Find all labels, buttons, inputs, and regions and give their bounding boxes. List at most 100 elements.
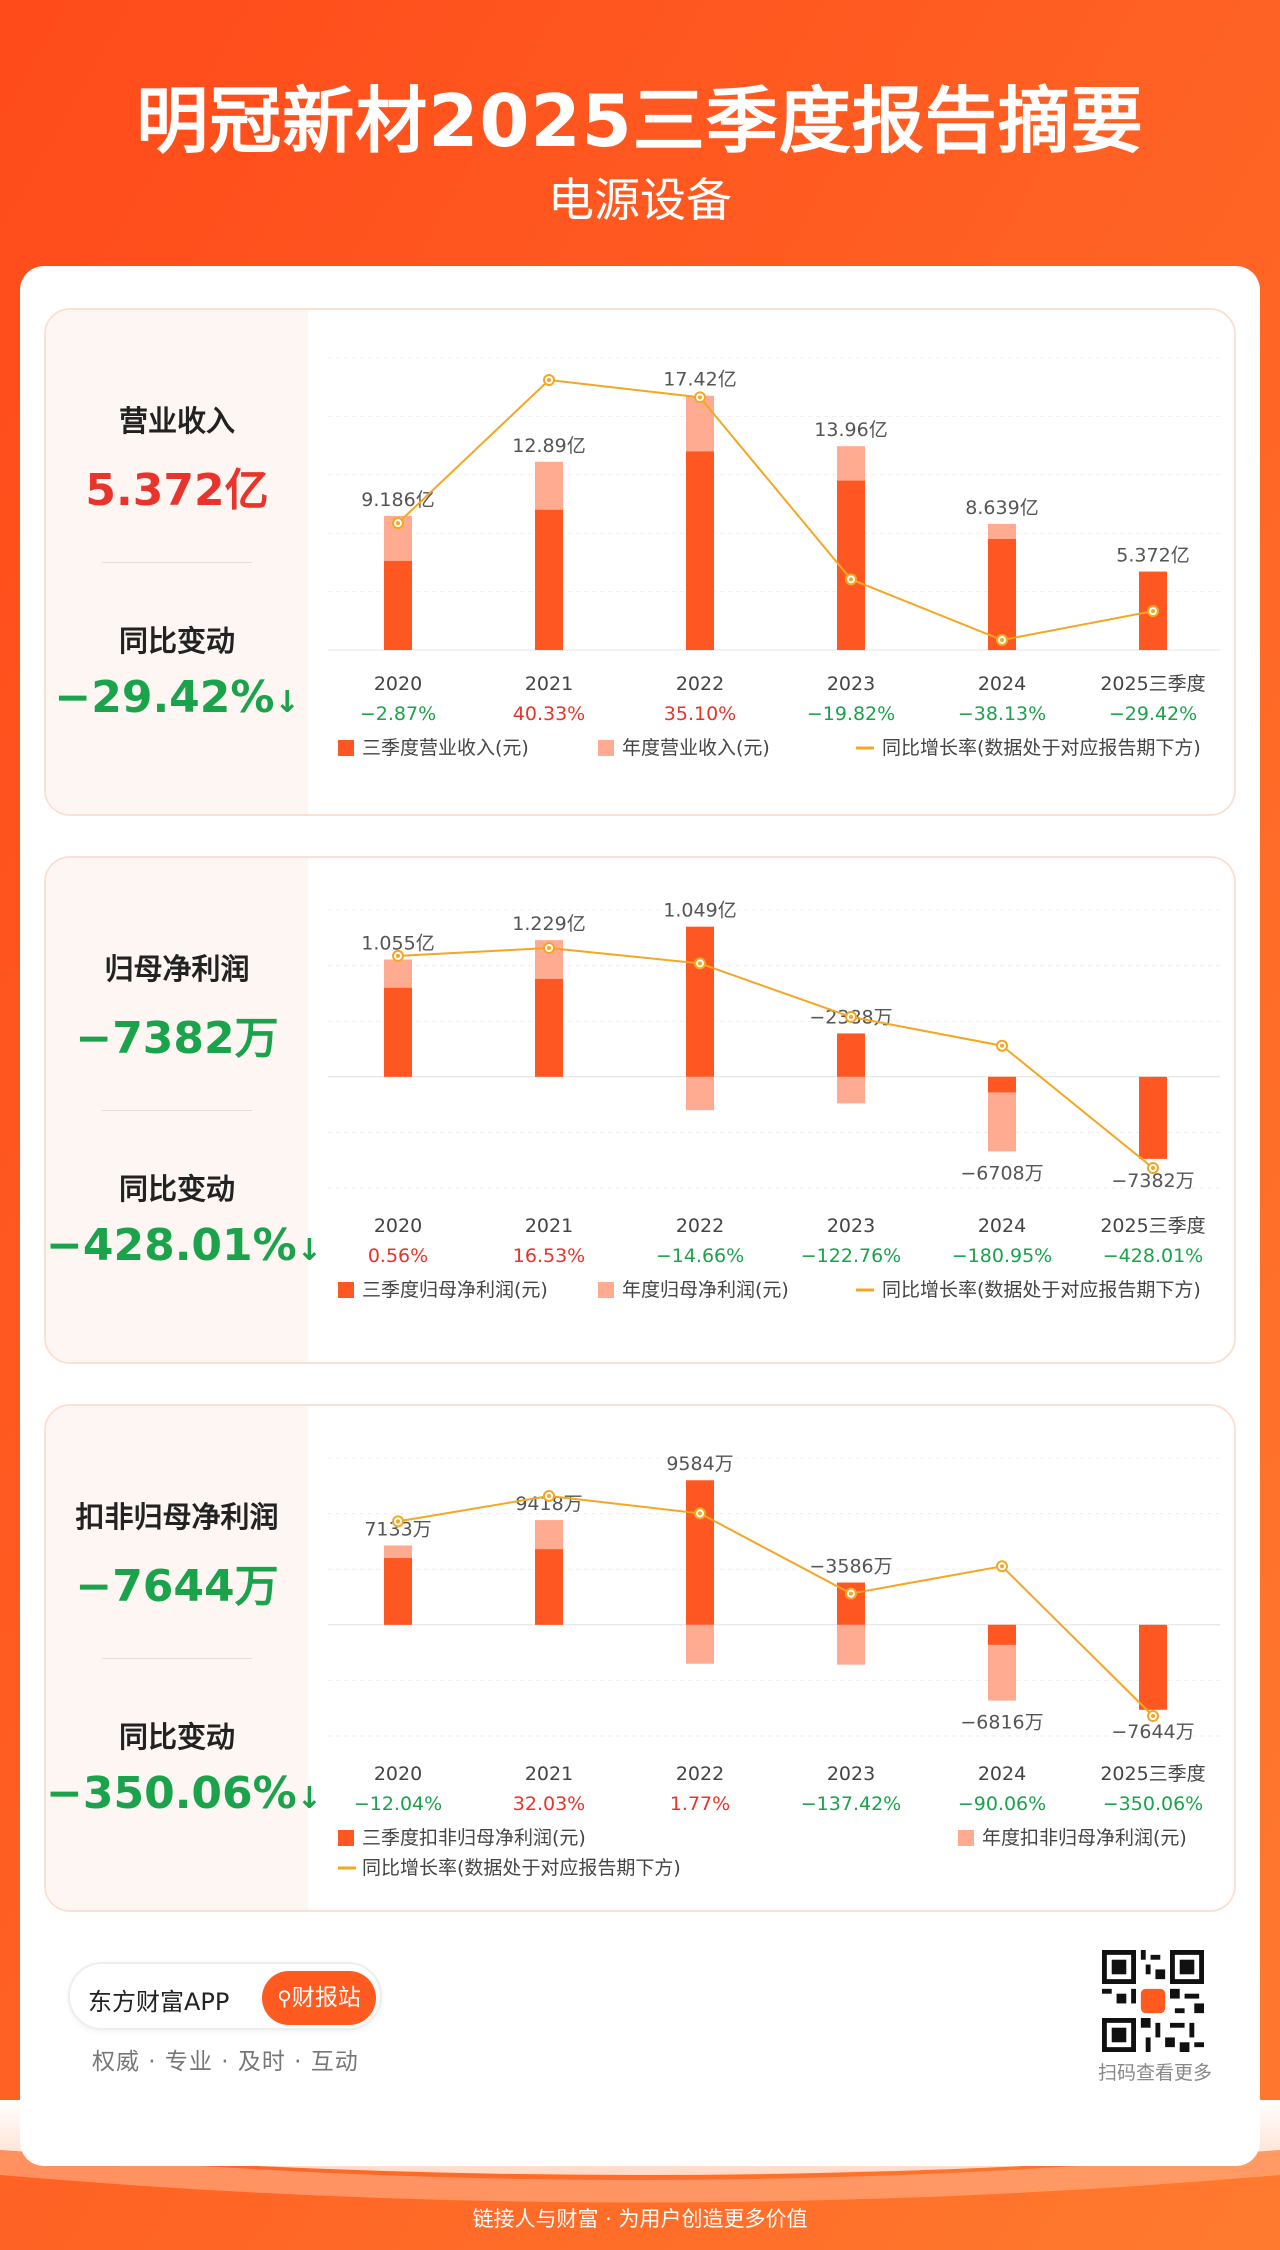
net-profit-yoy-value: −428.01%↓ xyxy=(46,1220,322,1271)
yoy-label: 1.77% xyxy=(670,1793,730,1815)
value-label: 9584万 xyxy=(666,1453,733,1475)
annual-bar xyxy=(686,1624,714,1664)
yoy-point-dot xyxy=(396,521,400,526)
yoy-point-dot xyxy=(1000,1043,1004,1048)
legend-annual: 年度扣非归母净利润(元) xyxy=(982,1827,1187,1849)
category-label: 2021 xyxy=(525,1763,573,1785)
category-label: 2022 xyxy=(676,1763,724,1785)
q3-bar xyxy=(1139,1076,1167,1159)
value-label: −6708万 xyxy=(960,1162,1043,1184)
category-label: 2020 xyxy=(374,673,422,695)
yoy-label: −12.04% xyxy=(354,1793,442,1815)
deducted-profit-summary: 扣非归母净利润 −7644万 同比变动 −350.06%↓ xyxy=(46,1406,322,1910)
app-name: 东方财富APP xyxy=(88,1988,230,2016)
legend-swatch-q3 xyxy=(338,740,354,756)
qr-caption: 扫码查看更多 xyxy=(1097,2062,1212,2084)
yoy-label: −29.42% xyxy=(1109,703,1197,725)
q3-bar xyxy=(1139,1624,1167,1710)
qr-code-icon[interactable] xyxy=(1102,1950,1204,2052)
value-label: 7133万 xyxy=(364,1518,431,1540)
deducted-profit-panel: 扣非归母净利润 −7644万 同比变动 −350.06%↓ 7133万 2020 −… xyxy=(44,1404,1236,1912)
yoy-label: −38.13% xyxy=(958,703,1046,725)
yoy-label: −14.66% xyxy=(656,1245,744,1267)
q3-bar xyxy=(988,1076,1016,1093)
deducted-profit-yoy-label: 同比变动 xyxy=(118,1720,235,1754)
yoy-point-dot xyxy=(396,1519,400,1524)
yoy-point-dot xyxy=(547,1494,551,1498)
deducted-profit-yoy-value: −350.06%↓ xyxy=(46,1768,322,1819)
legend-q3: 三季度营业收入(元) xyxy=(362,737,529,759)
yoy-label: 32.03% xyxy=(513,1793,585,1815)
value-label: 12.89亿 xyxy=(512,435,585,457)
category-label: 2021 xyxy=(525,1215,573,1237)
yoy-point-dot xyxy=(849,577,853,582)
revenue-summary: 营业收入 5.372亿 同比变动 −29.42%↓ xyxy=(46,310,308,814)
legend-q3: 三季度扣非归母净利润(元) xyxy=(362,1827,586,1849)
value-label: −3586万 xyxy=(809,1556,892,1578)
yoy-label: −428.01% xyxy=(1103,1245,1203,1267)
yoy-label: 0.56% xyxy=(368,1245,428,1267)
report-station-button[interactable]: ⚲财报站 xyxy=(262,1971,376,2025)
net-profit-value: −7382万 xyxy=(75,1013,279,1064)
yoy-point-dot xyxy=(396,953,400,958)
category-label: 2025三季度 xyxy=(1100,1215,1205,1237)
yoy-point-dot xyxy=(1151,609,1155,614)
q3-bar xyxy=(988,1624,1016,1645)
yoy-label: −180.95% xyxy=(952,1245,1052,1267)
q3-bar xyxy=(837,480,865,650)
value-label: 13.96亿 xyxy=(814,419,887,441)
value-label: −7382万 xyxy=(1111,1170,1194,1192)
q3-bar xyxy=(686,451,714,650)
legend-annual: 年度归母净利润(元) xyxy=(622,1279,789,1301)
revenue-panel: 营业收入 5.372亿 同比变动 −29.42%↓ 9.186亿 2020 −2.8… xyxy=(44,308,1236,816)
down-arrow-icon: ↓ xyxy=(296,1233,322,1268)
legend-swatch-annual xyxy=(958,1830,974,1846)
q3-bar xyxy=(384,560,412,650)
net-profit-panel: 归母净利润 −7382万 同比变动 −428.01%↓ 1.055亿 2020 0.… xyxy=(44,856,1236,1364)
yoy-line xyxy=(397,1494,1154,1717)
category-label: 2020 xyxy=(374,1215,422,1237)
q3-bar xyxy=(686,926,714,1077)
bottom-tagline: 链接人与财富 · 为用户创造更多价值 xyxy=(472,2207,808,2231)
deducted-profit-yoy-text: −350.06% xyxy=(46,1768,297,1819)
yoy-point-dot xyxy=(698,961,702,966)
down-arrow-icon: ↓ xyxy=(274,685,300,720)
yoy-point-dot xyxy=(849,1591,853,1596)
app-pill[interactable]: 东方财富APP ⚲财报站 xyxy=(68,1962,382,2030)
deducted-profit-chart: 7133万2020−12.04%9418万202132.03%9584万2022… xyxy=(328,1453,1220,1879)
revenue-yoy-label: 同比变动 xyxy=(118,624,235,658)
q3-bar xyxy=(384,987,412,1077)
q3-bar xyxy=(535,978,563,1077)
divider xyxy=(102,1658,252,1659)
legend-line: 同比增长率(数据处于对应报告期下方) xyxy=(362,1857,681,1879)
category-label: 2024 xyxy=(978,673,1026,695)
category-label: 2023 xyxy=(827,1215,875,1237)
q3-bar xyxy=(535,509,563,650)
legend-swatch-annual xyxy=(598,740,614,756)
down-arrow-icon: ↓ xyxy=(296,1781,322,1816)
net-profit-label: 归母净利润 xyxy=(104,952,250,986)
category-label: 2020 xyxy=(374,1763,422,1785)
net-profit-summary: 归母净利润 −7382万 同比变动 −428.01%↓ xyxy=(46,858,322,1362)
divider xyxy=(102,562,252,563)
yoy-point-dot xyxy=(849,1014,853,1019)
yoy-point-dot xyxy=(698,1511,702,1516)
revenue-value: 5.372亿 xyxy=(85,465,269,516)
deducted-profit-value: −7644万 xyxy=(75,1561,279,1612)
revenue-chart: 9.186亿2020−2.87%12.89亿202140.33%17.42亿20… xyxy=(328,357,1220,759)
net-profit-chart: 1.055亿 2020 0.56% 1.229亿 2021 16.53% 1.049亿 202… xyxy=(328,900,1220,1301)
net-profit-yoy-label: 同比变动 xyxy=(118,1172,235,1206)
yoy-label: 35.10% xyxy=(664,703,736,725)
category-label: 2022 xyxy=(676,1215,724,1237)
q3-bar xyxy=(384,1558,412,1625)
q3-bar xyxy=(988,539,1016,650)
yoy-label: −2.87% xyxy=(360,703,436,725)
slogan: 权威 · 专业 · 及时 · 互动 xyxy=(92,2049,359,2075)
q3-bar xyxy=(686,1480,714,1625)
yoy-point-dot xyxy=(547,946,551,950)
value-label: −7644万 xyxy=(1111,1721,1194,1743)
revenue-label: 营业收入 xyxy=(118,404,235,438)
yoy-point-dot xyxy=(1151,1714,1155,1718)
yoy-label: 40.33% xyxy=(513,703,585,725)
legend-swatch-q3 xyxy=(338,1830,354,1846)
